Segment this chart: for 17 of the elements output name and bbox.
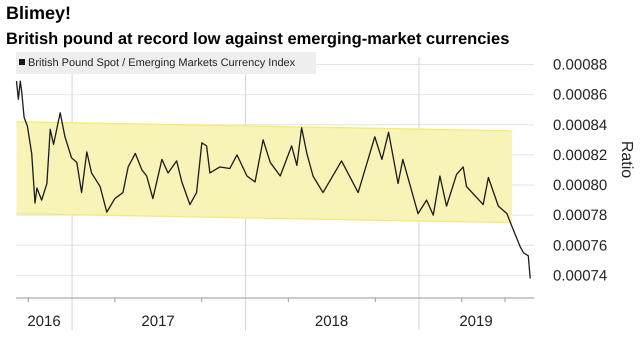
- line-series: [16, 80, 531, 280]
- y-tick-label: 0.00086: [553, 86, 608, 104]
- y-tick-label: 0.00084: [553, 116, 608, 134]
- y-tick-label: 0.00076: [553, 237, 608, 254]
- x-tick-label: 2019: [459, 313, 493, 330]
- y-tick-label: 0.00074: [553, 267, 608, 284]
- y-tick-label: 0.00088: [553, 56, 608, 74]
- legend-label: British Pound Spot / Emerging Markets Currency Index: [28, 57, 296, 69]
- y-tick-label: 0.00078: [553, 207, 608, 224]
- chart-title: Blimey!: [6, 3, 72, 23]
- x-tick-label: 2017: [141, 313, 175, 330]
- y-tick-label: 0.00080: [553, 177, 608, 194]
- chart-subtitle: British pound at record low against emerging-market currencies: [6, 30, 510, 48]
- x-tick-label: 2016: [27, 313, 61, 330]
- y-axis-title: Ratio: [618, 140, 635, 178]
- x-tick-label: 2018: [314, 313, 348, 330]
- y-tick-label: 0.00082: [553, 146, 608, 164]
